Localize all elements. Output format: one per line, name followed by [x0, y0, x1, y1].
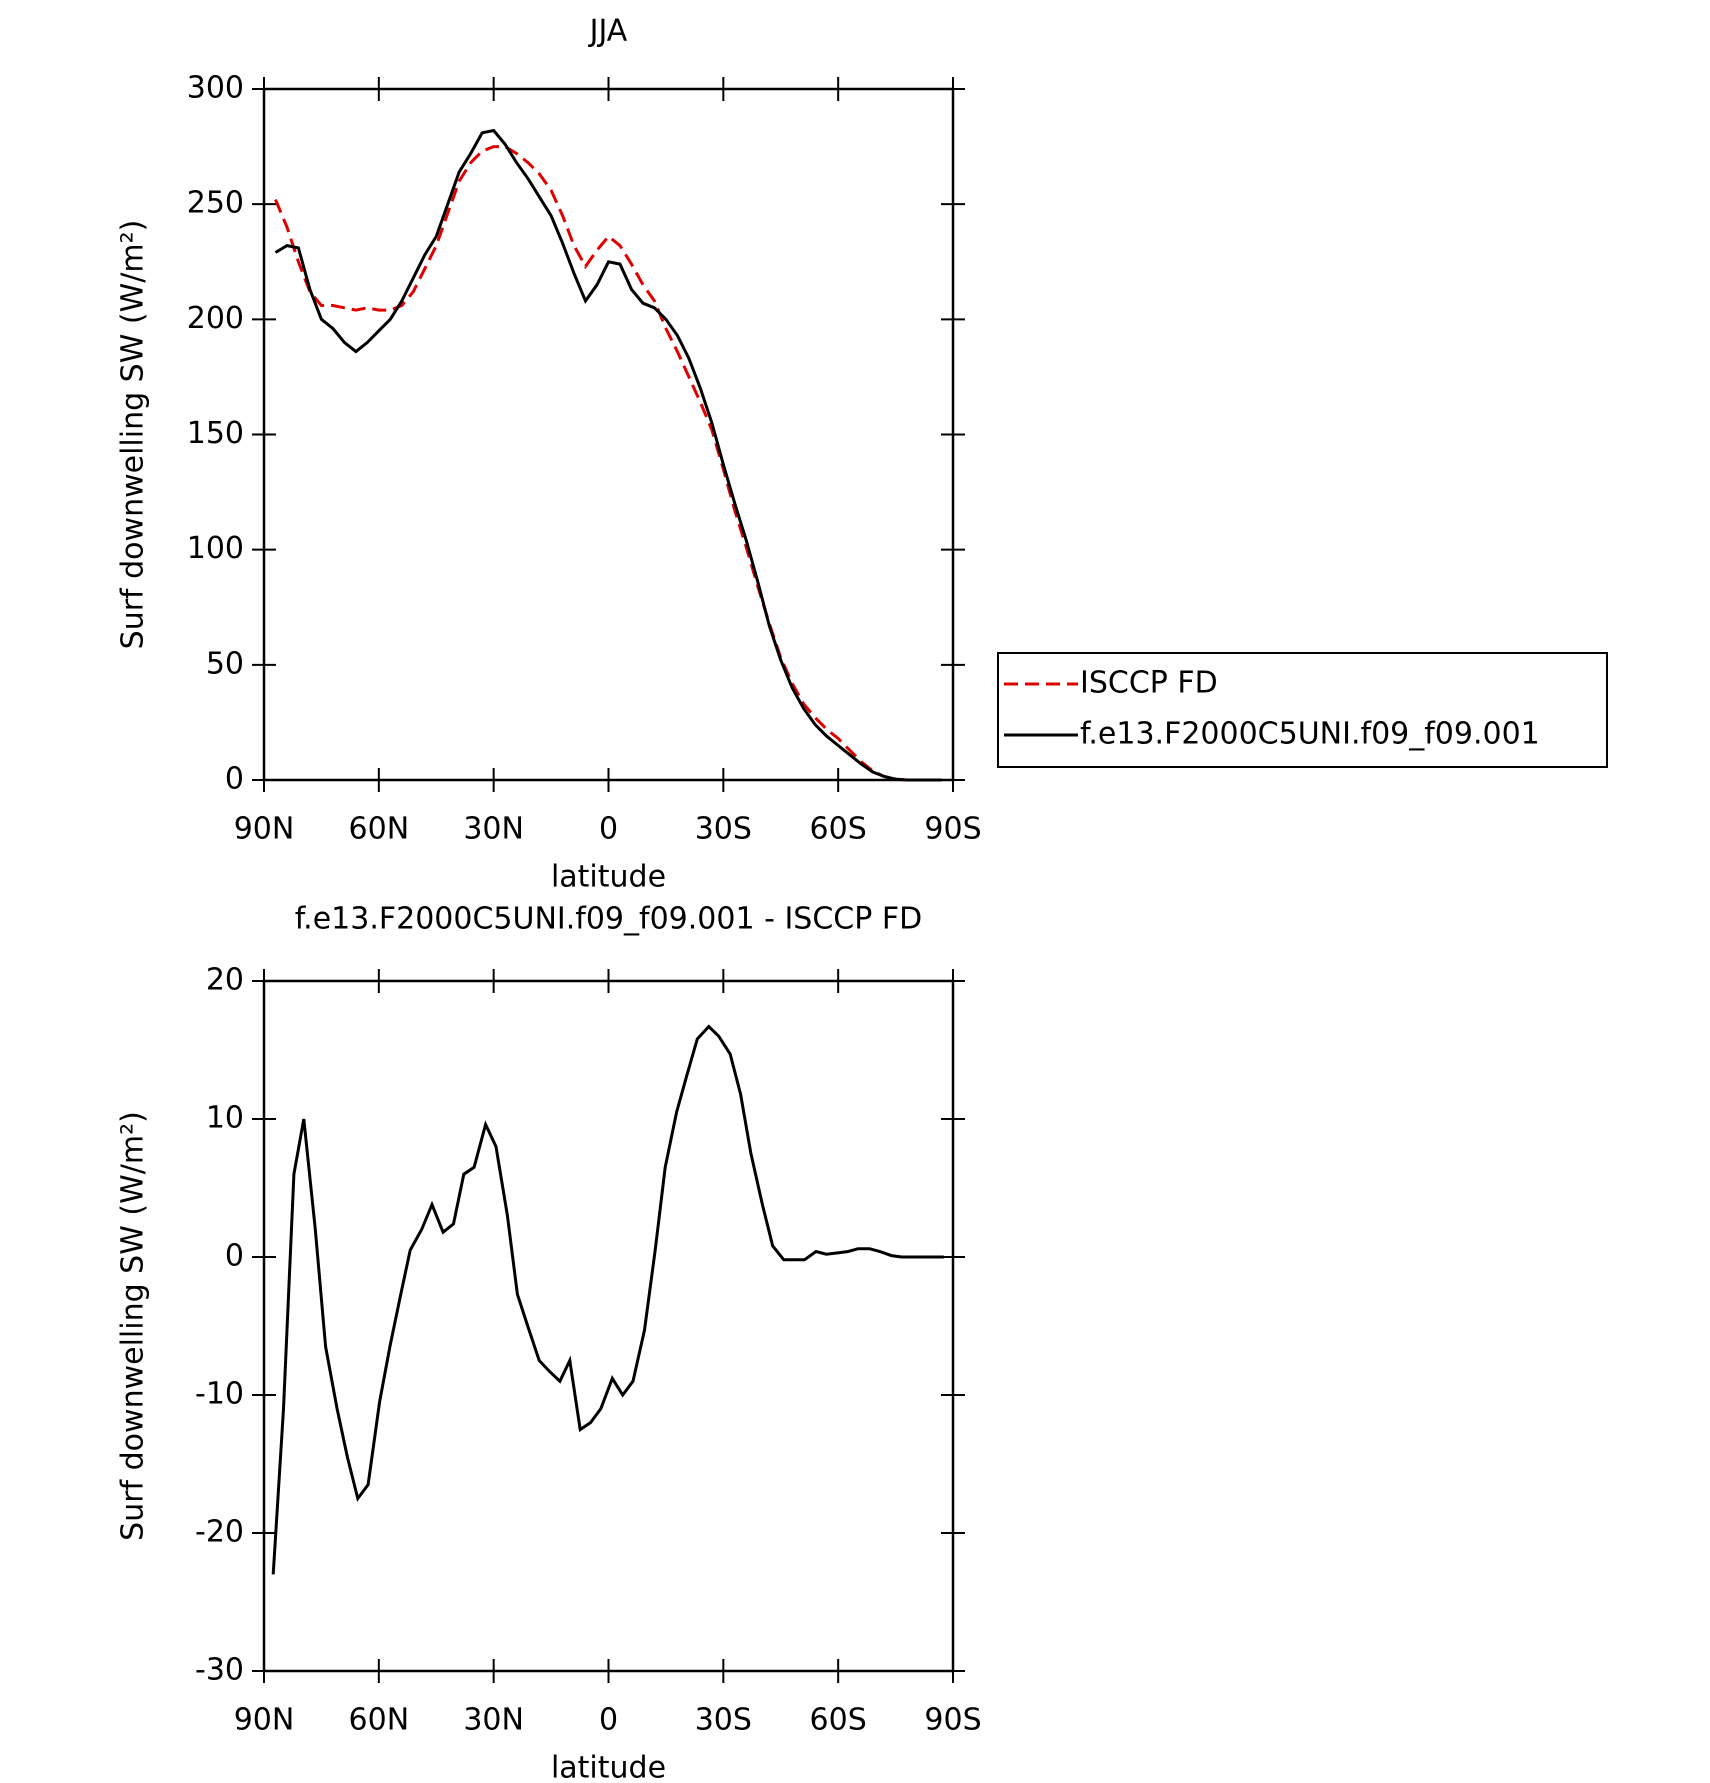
- y-tick-label: 150: [187, 416, 244, 451]
- x-tick-label: 60N: [349, 1703, 410, 1738]
- y-tick-label: 100: [187, 531, 244, 566]
- y-tick-label: 0: [225, 762, 244, 797]
- legend-label: ISCCP FD: [1080, 666, 1218, 701]
- y-tick-label: -20: [195, 1515, 244, 1550]
- data-line: [274, 128, 942, 782]
- plot-frame: [262, 979, 955, 1673]
- y-tick-label: 10: [206, 1101, 244, 1136]
- y-tick-label: 20: [206, 963, 244, 998]
- y-tick-label: 50: [206, 646, 244, 681]
- y-axis-label: Surf downwelling SW (W/m²): [116, 1111, 151, 1541]
- x-tick-label: 30S: [695, 1703, 752, 1738]
- x-axis-label: latitude: [551, 860, 666, 895]
- x-tick-label: 30S: [695, 812, 752, 847]
- y-tick-label: 300: [187, 71, 244, 106]
- x-tick-label: 0: [599, 1703, 618, 1738]
- x-tick-label: 90S: [924, 1703, 981, 1738]
- y-tick-label: 0: [225, 1239, 244, 1274]
- x-tick-label: 60S: [810, 1703, 867, 1738]
- x-tick-label: 60S: [810, 812, 867, 847]
- x-tick-label: 90S: [924, 812, 981, 847]
- y-tick-label: -30: [195, 1653, 244, 1688]
- y-tick-label: -10: [195, 1377, 244, 1412]
- chart-title: f.e13.F2000C5UNI.f09_f09.001 - ISCCP FD: [295, 902, 922, 937]
- x-tick-label: 30N: [463, 1703, 524, 1738]
- plot-frame: [262, 87, 955, 782]
- y-tick-label: 250: [187, 186, 244, 221]
- data-line: [274, 145, 942, 782]
- legend-box: [997, 652, 1608, 768]
- x-tick-label: 90N: [234, 812, 295, 847]
- y-axis-label: Surf downwelling SW (W/m²): [116, 220, 151, 650]
- x-tick-label: 60N: [349, 812, 410, 847]
- legend-label: f.e13.F2000C5UNI.f09_f09.001: [1080, 717, 1540, 752]
- y-tick-label: 200: [187, 301, 244, 336]
- x-tick-label: 90N: [234, 1703, 295, 1738]
- x-axis-label: latitude: [551, 1751, 666, 1783]
- x-tick-label: 0: [599, 812, 618, 847]
- x-tick-label: 30N: [463, 812, 524, 847]
- data-line: [271, 1024, 944, 1575]
- chart-title: JJA: [588, 14, 628, 49]
